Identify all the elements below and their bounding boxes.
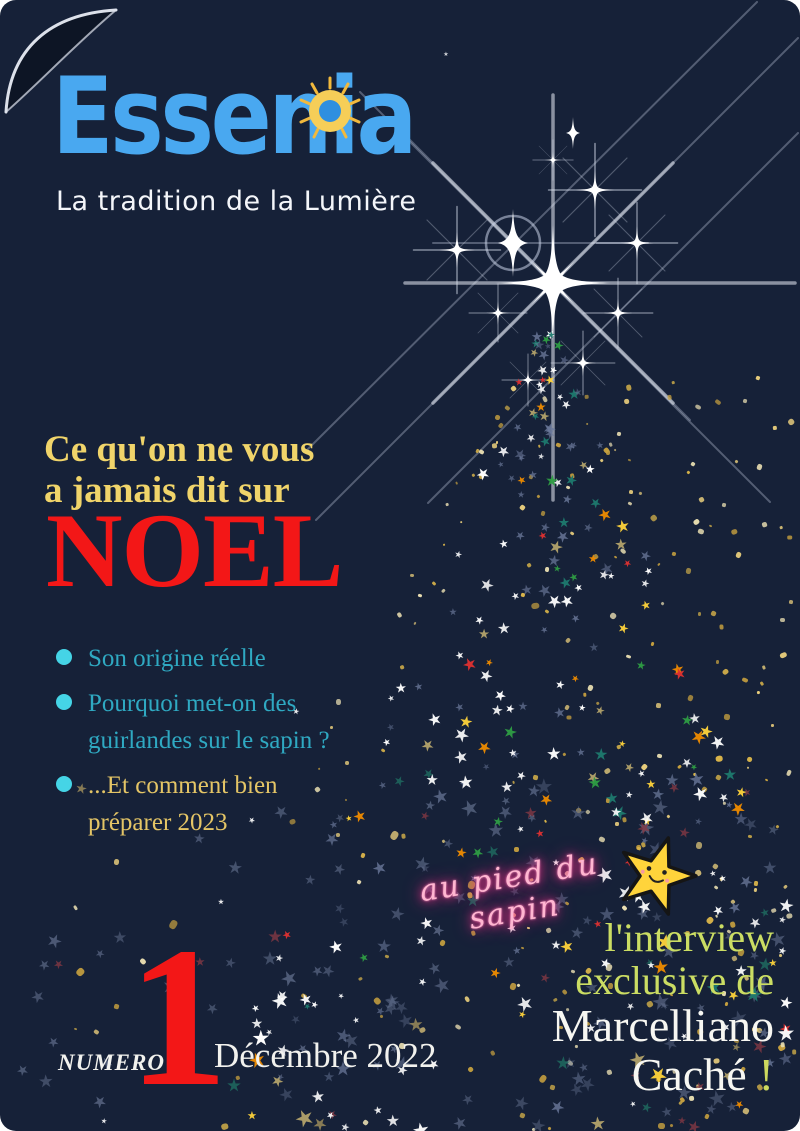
kicker-line-1: Ce qu'on ne vous: [44, 429, 315, 470]
list-item: ...Et comment bien préparer 2023: [56, 767, 376, 842]
sun-icon: [299, 76, 361, 139]
list-item-text: Pourquoi met-on des guirlandes sur le sa…: [88, 685, 330, 760]
list-item-line: préparer 2023: [88, 809, 228, 836]
bullet-dot-icon: [56, 775, 72, 792]
bullet-dot-icon: [56, 649, 72, 665]
list-item-text: ...Et comment bien préparer 2023: [88, 767, 278, 842]
feature-name: Caché: [631, 1048, 747, 1100]
feature-exclamation: !: [758, 1048, 774, 1100]
headline-kicker: Ce qu'on ne vous a jamais dit sur: [44, 429, 315, 511]
diamond-sparkle: [484, 209, 542, 277]
issue-date: Décembre 2022: [214, 1036, 437, 1075]
list-item-line: guirlandes sur le sapin ?: [88, 727, 330, 754]
list-item-line: Son origine réelle: [88, 645, 266, 672]
kicker-line-2: a jamais dit sur: [44, 469, 290, 511]
feature-line-2: exclusive de: [575, 958, 774, 1004]
feature-name-line-1: Marcelliano: [551, 1000, 774, 1052]
list-item: Son origine réelle: [56, 640, 376, 678]
list-item-text: Son origine réelle: [88, 640, 266, 678]
smiley-star-icon: [621, 836, 698, 916]
list-item: Pourquoi met-on des guirlandes sur le sa…: [56, 685, 376, 760]
brand-tagline: La tradition de la Lumière: [56, 186, 417, 217]
issue-number: 1: [128, 907, 228, 1128]
issue-label: NUMERO: [58, 1050, 165, 1075]
big-starburst: [431, 161, 675, 405]
list-item-line: ...Et comment bien: [88, 771, 278, 799]
page-curl-decoration: [4, 8, 118, 114]
bullet-dot-icon: [56, 693, 72, 710]
list-item-line: Pourquoi met-on des: [88, 689, 297, 717]
feature-line-1: l'interview: [604, 915, 774, 960]
feature-announcement: l'interview exclusive de Marcelliano Cac…: [552, 916, 774, 1099]
feature-name-line-2: Caché!: [552, 1048, 774, 1100]
cover-title: NOEL: [46, 492, 343, 609]
brand-logo: Essenia: [52, 55, 417, 178]
topic-list: Son origine réelle Pourquoi met-on des g…: [56, 640, 376, 849]
